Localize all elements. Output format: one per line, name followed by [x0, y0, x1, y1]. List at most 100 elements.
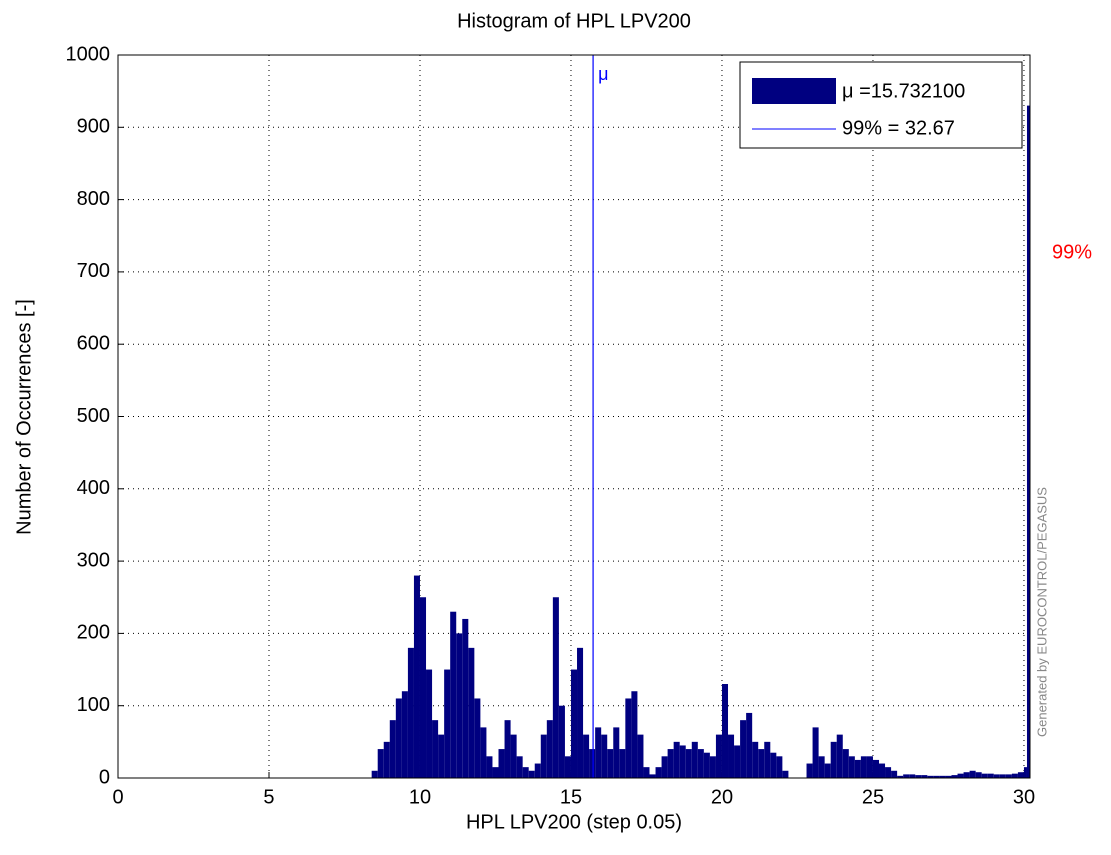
bar [848, 756, 855, 778]
y-tick-label: 600 [77, 332, 110, 354]
bar [492, 767, 499, 778]
bar [806, 763, 813, 778]
bar [1023, 767, 1027, 778]
bar [752, 741, 759, 778]
bar [589, 749, 596, 778]
bar [715, 734, 722, 778]
bar [456, 633, 463, 778]
bar [999, 774, 1006, 778]
x-tick-label: 0 [112, 786, 123, 808]
bar [1011, 773, 1018, 778]
bar [546, 720, 553, 778]
bar [1026, 105, 1030, 779]
legend: μ =15.732100 99% = 32.67 [739, 61, 1023, 149]
bar [758, 749, 765, 778]
bar [903, 774, 910, 778]
y-tick-label: 1000 [66, 43, 111, 65]
bar [939, 775, 946, 778]
legend-label: 99% = 32.67 [842, 117, 955, 139]
bar [498, 749, 505, 778]
bar [764, 741, 771, 778]
bar [534, 763, 541, 778]
bar [637, 734, 644, 778]
bar [480, 727, 487, 778]
x-axis-label: HPL LPV200 (step 0.05) [466, 811, 682, 833]
bar [879, 763, 886, 778]
bar [504, 720, 511, 778]
y-tick-label: 900 [77, 116, 110, 138]
bar [383, 741, 390, 778]
bar [824, 763, 831, 778]
bar [438, 734, 445, 778]
bar [595, 727, 602, 778]
x-tick-label: 10 [409, 786, 431, 808]
bar [558, 705, 565, 778]
bar [830, 741, 837, 778]
bar [721, 684, 729, 778]
bar [909, 774, 916, 778]
bar [516, 756, 523, 778]
bar [921, 775, 928, 778]
bar [770, 752, 777, 778]
bar [818, 756, 825, 778]
bar [625, 698, 632, 778]
y-tick-label: 100 [77, 694, 110, 716]
bar [444, 669, 451, 778]
bar [685, 749, 692, 778]
y-tick-label: 500 [77, 405, 110, 427]
bar [432, 720, 439, 778]
bar [734, 745, 741, 778]
bar [746, 712, 753, 778]
y-tick-label: 700 [77, 260, 110, 282]
bar [522, 767, 529, 778]
bar [607, 749, 614, 778]
y-tick-label: 800 [77, 188, 110, 210]
bar [812, 727, 819, 778]
bar [836, 734, 843, 778]
bar [486, 756, 493, 778]
bar [963, 772, 970, 778]
bar [866, 756, 873, 778]
bar [776, 756, 783, 778]
bar [462, 618, 469, 778]
mean-label: μ [598, 64, 608, 84]
bar [564, 756, 571, 778]
bar [661, 756, 668, 778]
bar [474, 698, 481, 778]
bar [450, 611, 457, 778]
x-tick-label: 15 [560, 786, 582, 808]
bar [643, 767, 650, 778]
bar [540, 734, 547, 778]
bar [945, 775, 952, 778]
bar [401, 691, 408, 778]
bar [885, 767, 892, 778]
legend-swatch [752, 78, 836, 104]
bar [619, 749, 626, 778]
x-tick-label: 25 [862, 786, 884, 808]
bar [1017, 772, 1024, 778]
bar [951, 775, 958, 778]
bar [969, 770, 976, 778]
watermark: Generated by EUROCONTROL/PEGASUS [1034, 487, 1049, 737]
y-axis-label: Number of Occurrences [-] [13, 299, 35, 535]
bar [583, 734, 590, 778]
bar [987, 773, 994, 778]
bar [993, 774, 1000, 778]
bar [407, 647, 414, 778]
bar [703, 752, 710, 778]
y-tick-label: 200 [77, 622, 110, 644]
bar [601, 734, 608, 778]
bar [631, 691, 638, 778]
bar [709, 756, 716, 778]
bar [468, 647, 475, 778]
bar [842, 749, 849, 778]
x-tick-label: 20 [711, 786, 733, 808]
bar [697, 749, 704, 778]
plot-frame [117, 54, 1031, 779]
bar [419, 597, 427, 778]
bar [377, 749, 384, 778]
bar [957, 773, 964, 778]
bar [570, 669, 578, 778]
bar [673, 741, 680, 778]
